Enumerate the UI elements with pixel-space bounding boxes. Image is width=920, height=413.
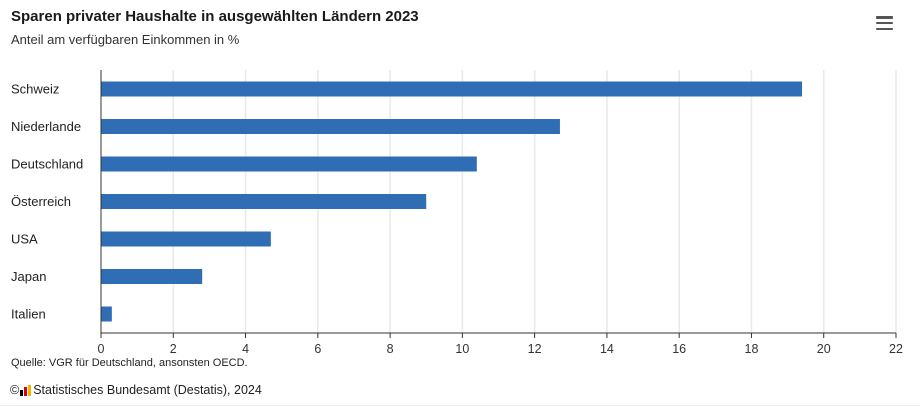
bar [101, 306, 112, 322]
x-tick-label: 4 [242, 342, 249, 356]
category-label: Österreich [11, 194, 71, 209]
bar [101, 119, 560, 134]
bar [101, 81, 803, 97]
bar [101, 156, 477, 172]
hamburger-menu-icon[interactable] [876, 16, 893, 31]
category-label: Japan [11, 269, 46, 284]
x-tick-label: 10 [455, 342, 469, 356]
copyright: © Statistisches Bundesamt (Destatis), 20… [10, 383, 262, 397]
destatis-logo-icon [20, 384, 32, 396]
bar [101, 194, 427, 209]
x-tick-label: 0 [98, 342, 105, 356]
x-tick-label: 2 [170, 342, 177, 356]
category-label: USA [11, 232, 38, 247]
category-label: Niederlande [11, 119, 81, 134]
x-tick-label: 14 [600, 342, 614, 356]
category-label: Schweiz [11, 82, 59, 97]
source-note: Quelle: VGR für Deutschland, ansonsten O… [11, 357, 248, 369]
x-tick-label: 18 [745, 342, 759, 356]
x-tick-label: 12 [528, 342, 542, 356]
page-subtitle: Anteil am verfügbaren Einkommen in % [11, 32, 240, 47]
x-tick-label: 20 [817, 342, 831, 356]
page-title: Sparen privater Haushalte in ausgewählte… [11, 8, 419, 25]
x-tick-label: 16 [672, 342, 686, 356]
bottom-divider [0, 405, 920, 406]
category-label: Deutschland [11, 157, 83, 172]
copyright-symbol: © [10, 383, 20, 397]
category-label: Italien [11, 307, 46, 322]
copyright-text: Statistisches Bundesamt (Destatis), 2024 [33, 383, 262, 397]
bar [101, 231, 271, 247]
x-tick-label: 8 [387, 342, 394, 356]
x-tick-label: 6 [314, 342, 321, 356]
x-tick-label: 22 [889, 342, 903, 356]
bar [101, 269, 203, 284]
